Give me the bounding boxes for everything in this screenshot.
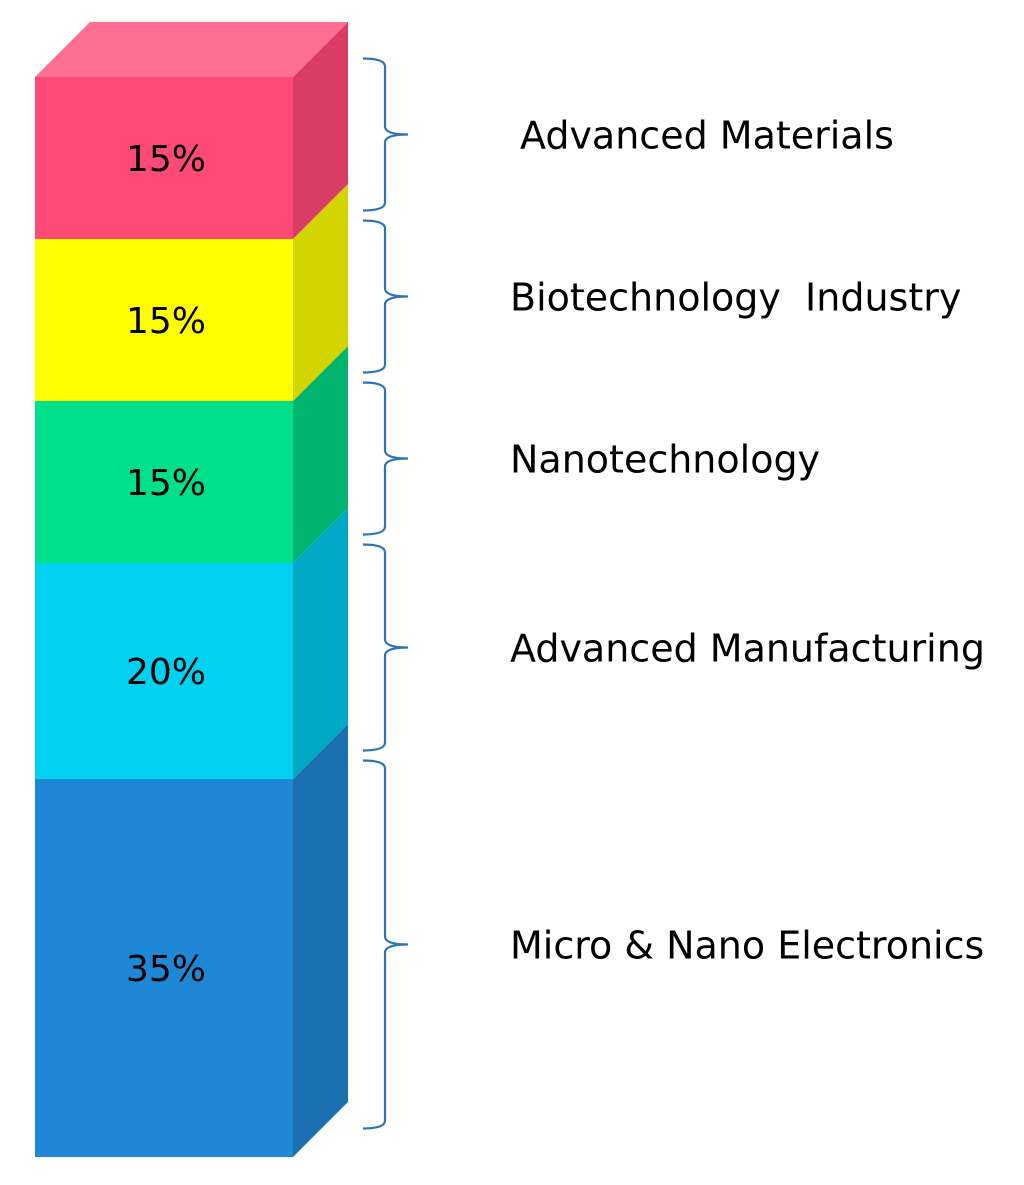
category-label-biotechnology-industry: Biotechnology Industry <box>510 276 961 320</box>
segment-front-advanced-materials <box>35 77 293 239</box>
segment-label-biotechnology-industry: 15% <box>126 301 206 342</box>
segment-side-advanced-materials <box>293 22 348 239</box>
segment-label-nanotechnology: 15% <box>126 463 206 504</box>
segment-side-biotechnology-industry <box>293 184 348 401</box>
brace-nanotechnology <box>362 381 409 536</box>
category-labels: Micro & Nano Electronics Advanced Manufac… <box>510 114 985 968</box>
segment-side-advanced-manufacturing <box>293 508 348 779</box>
segment-side-micro-and-nano-electronics <box>293 724 348 1157</box>
segment-value-labels: 35% 20% 15% 15% 15% <box>126 139 206 990</box>
category-label-advanced-manufacturing: Advanced Manufacturing <box>510 627 985 671</box>
segment-front-biotechnology-industry <box>35 239 293 401</box>
category-braces <box>362 57 409 1130</box>
segment-label-advanced-manufacturing: 20% <box>126 652 206 693</box>
column-top-face <box>35 22 348 77</box>
segment-label-micro-and-nano-electronics: 35% <box>126 949 206 990</box>
brace-micro-and-nano-electronics <box>362 759 409 1130</box>
category-label-nanotechnology: Nanotechnology <box>510 438 820 482</box>
segment-label-advanced-materials: 15% <box>126 139 206 180</box>
category-label-micro-and-nano-electronics: Micro & Nano Electronics <box>510 924 984 968</box>
brace-advanced-manufacturing <box>362 543 409 752</box>
brace-advanced-materials <box>362 57 409 212</box>
segment-front-micro-and-nano-electronics <box>35 779 293 1157</box>
category-label-advanced-materials: Advanced Materials <box>520 114 894 158</box>
brace-biotechnology-industry <box>362 219 409 374</box>
segment-front-advanced-manufacturing <box>35 563 293 779</box>
chart-segments <box>35 22 348 1157</box>
segment-side-nanotechnology <box>293 346 348 563</box>
segment-front-nanotechnology <box>35 401 293 563</box>
